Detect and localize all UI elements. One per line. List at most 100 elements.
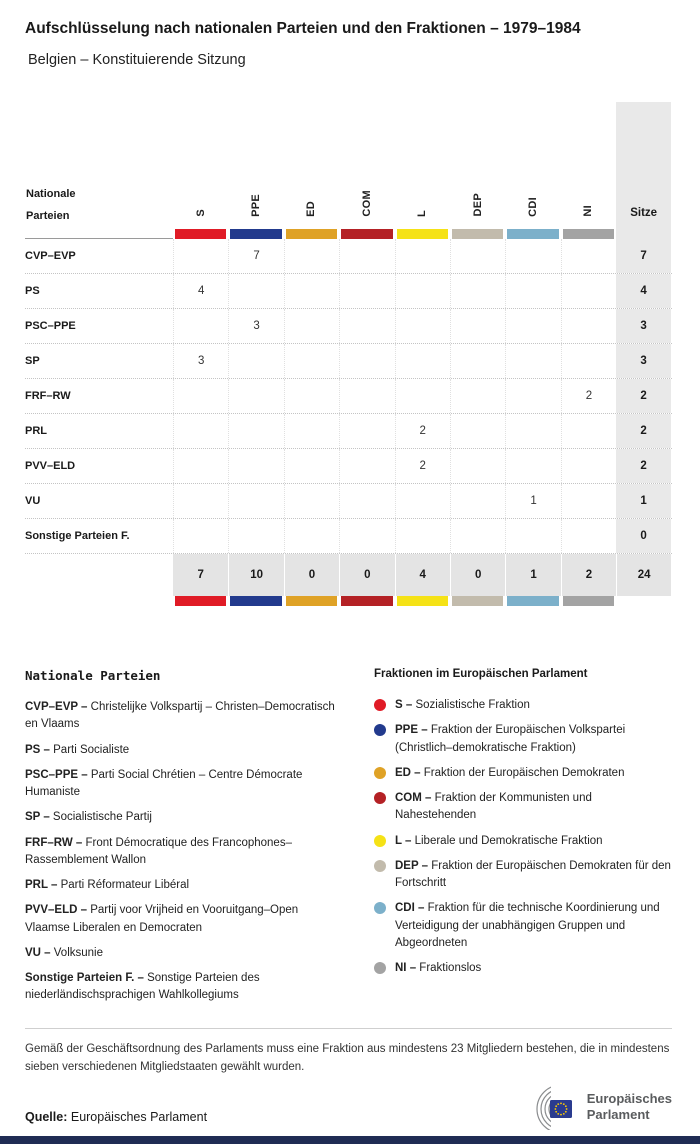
row-seats-total: 2 [616,449,672,483]
color-bar-cell [339,229,394,239]
row-header-label: Nationale Parteien [26,187,76,223]
group-color-dot-COM [374,792,386,804]
table-header-row: Nationale Parteien S PPE ED COM L DEP CDI NI Sitz… [25,102,672,229]
row-seats-total: 2 [616,379,672,413]
party-legend-item: PSC–PPE – Parti Social Chrétien – Centre… [25,768,303,798]
page-title: Aufschlüsselung nach nationalen Parteien… [25,20,581,37]
group-legend-list: S – Sozialistische Fraktion PPE – Fraktio… [374,697,672,977]
seat-value-cell: 2 [394,414,450,448]
color-bar-cell [505,229,560,239]
seat-value-cell [560,344,616,378]
seat-value-cell [228,414,283,448]
seat-value-cell: 2 [394,449,450,483]
group-color-bar-ED [285,596,338,606]
color-bar-cell [173,229,228,239]
seats-col-cell [616,229,672,239]
seat-value-cell [228,344,283,378]
seats-grand-total: 24 [616,554,672,596]
seat-value-cell [283,379,339,413]
seat-value-cell [560,274,616,308]
group-color-bar-L [396,596,448,606]
group-total-cell: 2 [560,554,617,596]
table-row: VU 1 1 [25,484,672,519]
seat-value-cell [228,379,283,413]
group-color-bar-S [175,229,227,239]
seat-value-cell [283,344,339,378]
seat-value-cell [228,484,283,518]
group-color-dot-L [374,834,386,847]
ep-logo-line2: Parlament [586,1107,650,1122]
european-parliament-logo: Europäisches Parlament [517,1084,672,1130]
group-color-dot-CDI [374,902,386,915]
seat-value-cell [339,379,394,413]
seat-value-cell [449,449,505,483]
legend-section: Nationale Parteien CVP–EVP – Christelijk… [25,668,672,1013]
group-total-cell: 0 [283,554,340,596]
group-legend-item: COM – Fraktion der Kommunisten und Nahes… [374,790,672,825]
seat-value-cell [283,239,339,273]
row-seats-total: 1 [616,484,672,518]
color-bar-cell [284,229,339,239]
seat-value-cell [173,239,228,273]
color-bar-cell [228,229,283,239]
seat-value-cell [228,449,283,483]
group-color-dot-S [374,699,386,711]
party-legend-item: VU – Volksunie [25,946,103,959]
group-legend-item: L – Liberale und Demokratische Fraktion [374,833,672,850]
table-row: Sonstige Parteien F. 0 [25,519,672,554]
eu-flag-stars [554,1102,568,1116]
column-header-label: COM [360,190,373,217]
group-color-bar-PPE [230,229,282,239]
seat-value-cell [339,309,394,343]
party-legend-item: FRF–RW – Front Démocratique des Francoph… [25,836,292,866]
seat-value-cell [283,484,339,518]
table-row: PSC–PPE 3 3 [25,309,672,344]
seat-value-cell: 1 [505,484,560,518]
seat-value-cell [283,449,339,483]
seats-header-label: Sitze [630,207,658,219]
seat-value-cell [505,239,560,273]
party-name: PRL [25,425,47,437]
column-header-label: DEP [471,193,484,217]
color-bar-cell [228,596,283,606]
group-color-dot-ED [374,766,386,779]
party-legend-item: PRL – Parti Réformateur Libéral [25,879,190,891]
seat-value-cell [449,274,505,308]
seat-value-cell [173,519,228,553]
column-header-label: CDI [527,197,540,217]
group-color-dot-PPE [374,724,386,737]
party-name: PVV–ELD [25,460,76,472]
color-bar-cell [561,229,616,239]
group-total-cell: 0 [339,554,395,596]
seat-value-cell [283,414,339,448]
party-name: CVP–EVP [25,250,76,262]
seat-value-cell [228,519,283,553]
column-header-L: L [395,102,450,229]
seat-value-cell [394,274,450,308]
seat-value-cell [449,344,505,378]
seat-value-cell [560,484,616,518]
footnote: Gemäß der Geschäftsordnung des Parlament… [25,1028,672,1077]
group-color-bar-DEP [451,596,504,606]
party-name: VU [25,495,41,507]
seat-value-cell [505,414,560,448]
source-value: Europäisches Parlament [70,1110,208,1124]
source-text: Quelle: Europäisches Parlament [25,1110,207,1124]
group-color-bar-CDI [507,229,559,239]
group-legend: Fraktionen im Europäischen Parlament S –… [374,668,672,1013]
group-color-dot-NI [374,962,386,974]
page-subtitle: Belgien – Konstituierende Sitzung [28,52,246,68]
table-row: PRL 2 2 [25,414,672,449]
group-color-bar-L [396,229,448,239]
ep-logo-text: Europäisches Parlament [587,1091,672,1122]
party-legend-list: CVP–EVP – Christelijke Volkspartij – Chr… [25,699,340,1005]
table-color-bars-top [25,229,672,239]
group-total-cell: 0 [449,554,506,596]
color-bar-cell [505,596,560,606]
table-row: SP 3 3 [25,344,672,379]
group-legend-item: DEP – Fraktion der Europäischen Demokrat… [374,858,672,893]
row-seats-total: 2 [616,414,672,448]
seat-value-cell [505,274,560,308]
group-legend-item: ED – Fraktion der Europäischen Demokrate… [374,765,672,782]
seat-value-cell [173,484,228,518]
